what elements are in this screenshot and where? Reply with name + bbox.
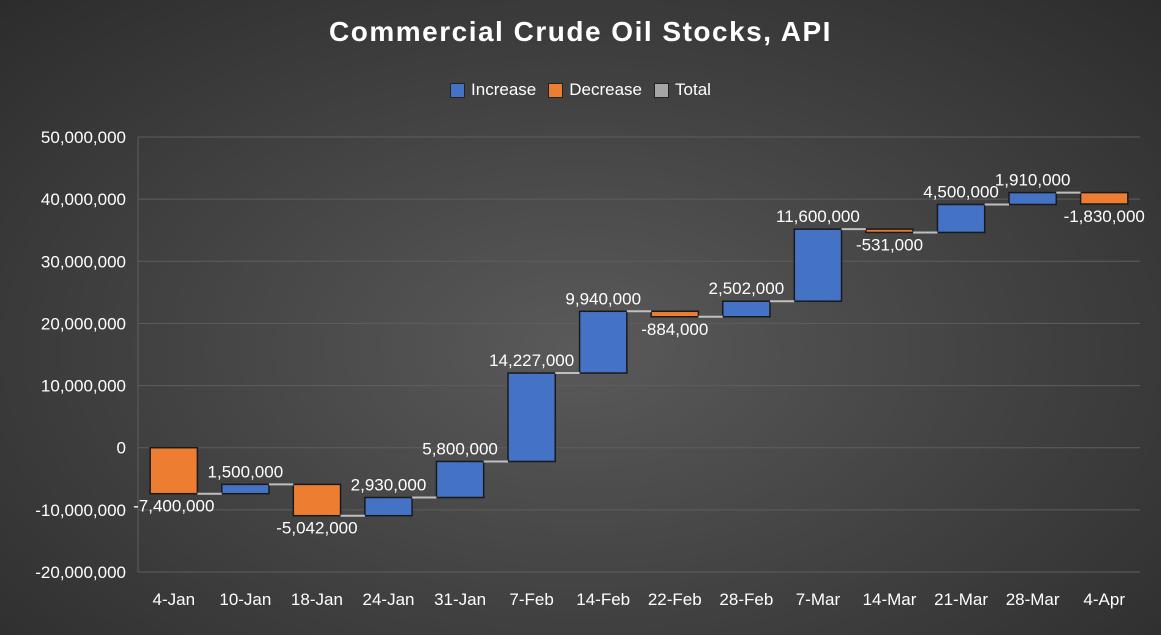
legend-item-decrease: Decrease [548, 80, 642, 100]
data-label: 1,910,000 [995, 171, 1071, 190]
waterfall-bar [650, 310, 700, 318]
waterfall-bar [578, 310, 628, 374]
data-label: -531,000 [856, 235, 923, 254]
waterfall-bar [865, 228, 914, 234]
data-label: 5,800,000 [422, 439, 498, 458]
chart-title: Commercial Crude Oil Stocks, API [329, 16, 832, 47]
y-tick-label: 0 [117, 439, 126, 458]
data-label: 2,502,000 [709, 279, 785, 298]
x-tick-label: 22-Feb [648, 590, 702, 609]
x-tick-label: 4-Jan [153, 590, 196, 609]
chart-legend: Increase Decrease Total [0, 80, 1161, 100]
data-label: -1,830,000 [1064, 207, 1145, 226]
legend-swatch-total [654, 82, 670, 98]
x-tick-label: 28-Feb [719, 590, 773, 609]
x-tick-label: 14-Feb [576, 590, 630, 609]
y-tick-label: 10,000,000 [41, 377, 126, 396]
data-label: 4,500,000 [923, 182, 999, 201]
waterfall-bar [364, 496, 413, 517]
legend-item-total: Total [654, 80, 711, 100]
x-tick-label: 7-Mar [796, 590, 841, 609]
data-label: 2,930,000 [351, 476, 427, 495]
waterfall-bar [721, 300, 771, 318]
x-tick-label: 28-Mar [1006, 590, 1060, 609]
x-tick-label: 14-Mar [863, 590, 917, 609]
waterfall-bar [936, 203, 986, 234]
data-label: 14,227,000 [489, 351, 574, 370]
data-label: -7,400,000 [133, 497, 214, 516]
waterfall-bar [1008, 191, 1058, 206]
legend-label-total: Total [675, 80, 711, 99]
legend-swatch-increase [450, 82, 466, 98]
waterfall-bar [149, 446, 199, 495]
data-label: 9,940,000 [565, 289, 641, 308]
x-tick-label: 10-Jan [219, 590, 271, 609]
data-label: -5,042,000 [276, 519, 357, 538]
x-tick-label: 24-Jan [363, 590, 415, 609]
waterfall-bar [220, 483, 270, 495]
waterfall-bar [1079, 191, 1129, 205]
data-label: -884,000 [641, 320, 708, 339]
x-tick-label: 18-Jan [291, 590, 343, 609]
y-tick-label: 40,000,000 [41, 190, 126, 209]
legend-swatch-decrease [548, 82, 564, 98]
legend-label-decrease: Decrease [569, 80, 643, 99]
y-tick-label: 30,000,000 [41, 252, 126, 271]
data-label: 1,500,000 [208, 462, 284, 481]
y-tick-label: -10,000,000 [35, 501, 126, 520]
x-tick-label: 4-Apr [1083, 590, 1125, 609]
waterfall-bar [292, 483, 342, 517]
y-tick-label: -20,000,000 [35, 563, 126, 582]
legend-item-increase: Increase [450, 80, 536, 100]
x-tick-label: 31-Jan [434, 590, 486, 609]
y-tick-label: 20,000,000 [41, 314, 126, 333]
waterfall-bar [435, 460, 485, 499]
legend-label-increase: Increase [471, 80, 537, 99]
data-label: 11,600,000 [776, 207, 860, 226]
y-tick-label: 50,000,000 [41, 128, 126, 147]
x-tick-label: 7-Feb [509, 590, 553, 609]
waterfall-bar [507, 372, 557, 463]
x-tick-label: 21-Mar [934, 590, 988, 609]
waterfall-bar [793, 228, 843, 302]
